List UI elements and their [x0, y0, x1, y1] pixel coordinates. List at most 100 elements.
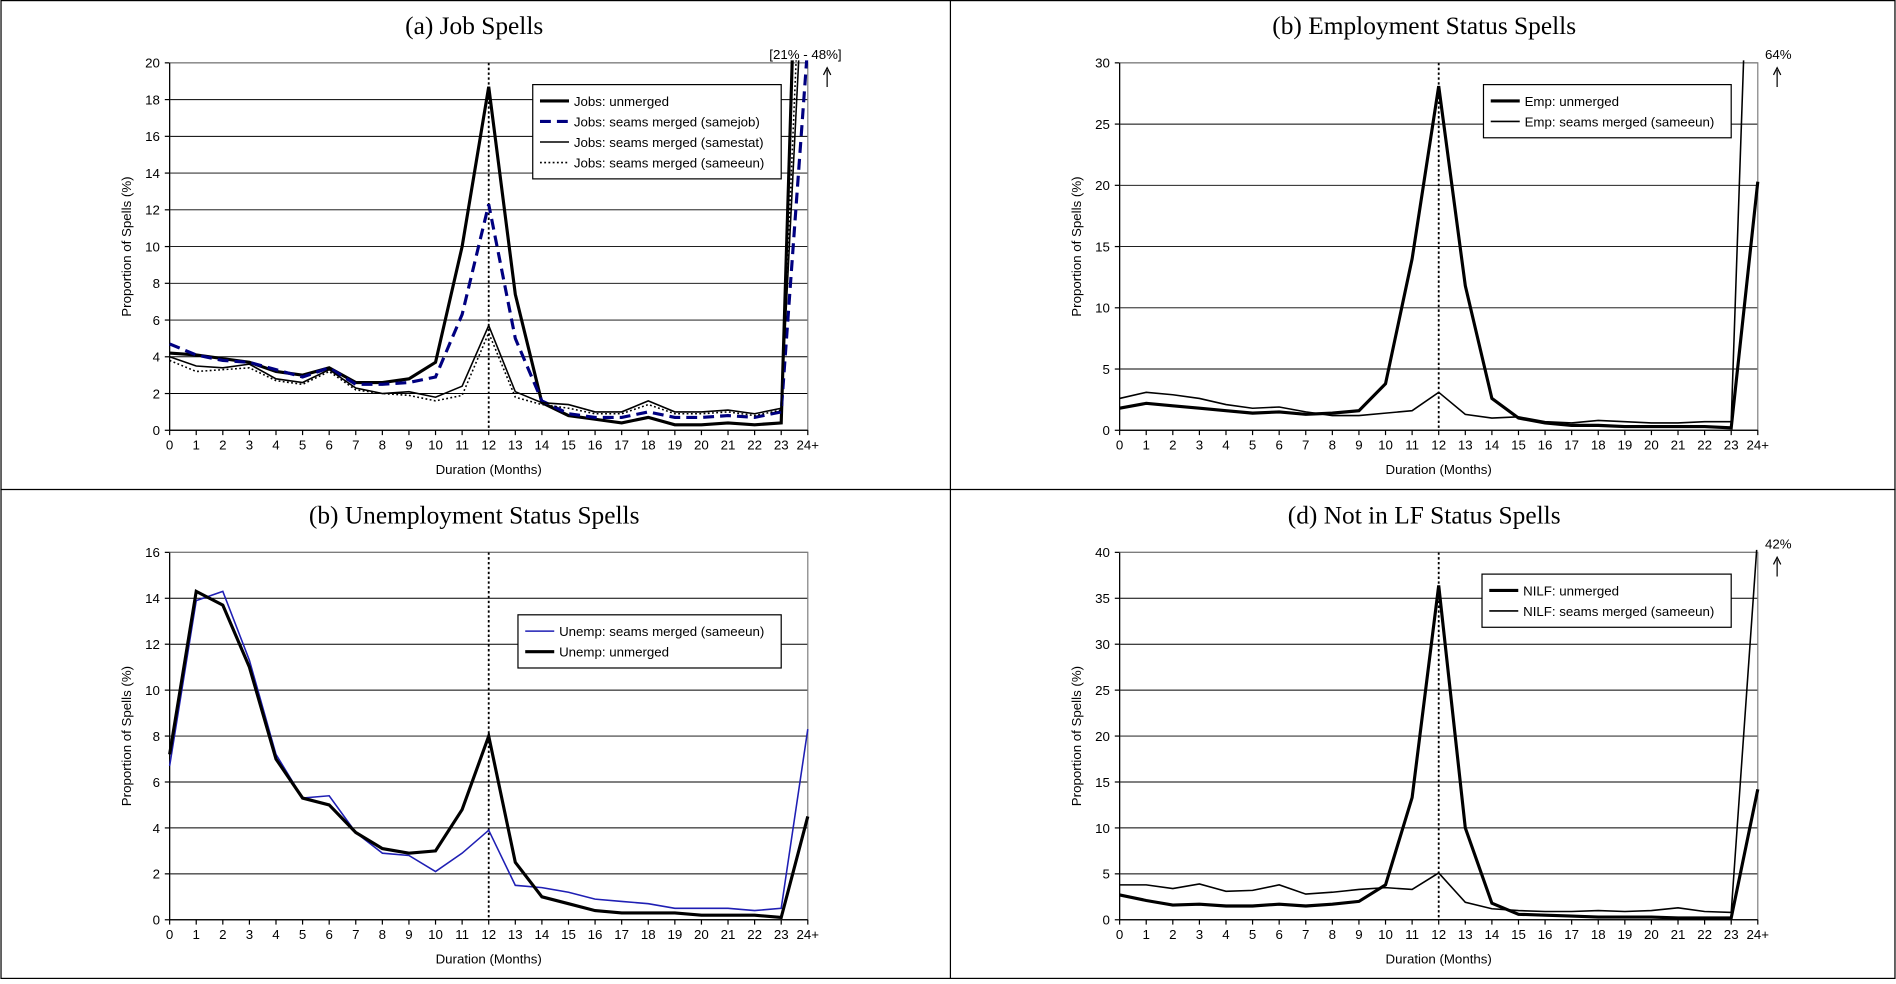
x-tick-label: 4	[1222, 927, 1229, 942]
x-tick-label: 5	[1249, 438, 1256, 453]
x-tick-label: 3	[1196, 438, 1203, 453]
legend-label: Jobs: seams merged (samejob)	[574, 114, 760, 129]
y-tick-label: 18	[145, 92, 160, 107]
x-tick-label: 14	[535, 438, 550, 453]
x-tick-label: 23	[1724, 438, 1739, 453]
x-tick-label: 8	[379, 927, 386, 942]
y-axis-label: Proportion of Spells (%)	[119, 666, 134, 806]
chart-panel: (d) Not in LF Status Spells Duration (Mon…	[1069, 501, 1792, 966]
x-tick-label: 17	[614, 927, 629, 942]
x-tick-label: 24+	[1747, 927, 1770, 942]
y-tick-label: 4	[153, 350, 160, 365]
y-tick-label: 20	[145, 56, 160, 71]
legend-box	[1482, 84, 1732, 139]
y-tick-label: 5	[1103, 362, 1110, 377]
y-tick-label: 14	[145, 166, 160, 181]
y-tick-label: 0	[1103, 423, 1110, 438]
x-tick-label: 8	[1329, 927, 1336, 942]
x-tick-label: 15	[561, 927, 576, 942]
x-tick-label: 7	[1302, 438, 1309, 453]
x-tick-label: 21	[721, 927, 736, 942]
x-tick-label: 8	[1329, 438, 1336, 453]
series-line	[169, 60, 797, 417]
y-tick-label: 30	[1095, 637, 1110, 652]
x-tick-label: 1	[1143, 927, 1150, 942]
x-tick-label: 13	[508, 927, 523, 942]
x-tick-label: 4	[1222, 438, 1229, 453]
x-tick-label: 17	[1564, 438, 1579, 453]
x-tick-label: 0	[1116, 438, 1123, 453]
annotation-arrowhead	[1772, 66, 1782, 76]
x-tick-label: 15	[561, 438, 576, 453]
y-tick-label: 6	[153, 313, 160, 328]
x-tick-label: 24+	[797, 927, 820, 942]
x-tick-label: 3	[246, 438, 253, 453]
x-tick-label: 20	[694, 438, 709, 453]
x-tick-label: 15	[1511, 927, 1526, 942]
y-tick-label: 20	[1095, 178, 1110, 193]
chart-title: (b) Unemployment Status Spells	[309, 501, 640, 529]
x-tick-label: 0	[166, 438, 173, 453]
x-tick-label: 2	[219, 438, 226, 453]
x-tick-label: 4	[272, 927, 279, 942]
x-tick-label: 7	[1302, 927, 1309, 942]
x-tick-label: 10	[428, 927, 443, 942]
series-line	[1119, 60, 1745, 424]
x-tick-label: 13	[1458, 438, 1473, 453]
x-tick-label: 12	[481, 927, 496, 942]
series-line	[169, 60, 809, 419]
x-tick-label: 22	[1697, 927, 1712, 942]
x-tick-label: 19	[1617, 438, 1632, 453]
x-axis-label: Duration (Months)	[436, 462, 542, 477]
y-axis-label: Proportion of Spells (%)	[1069, 666, 1084, 806]
x-tick-label: 2	[219, 927, 226, 942]
x-tick-label: 17	[614, 438, 629, 453]
x-tick-label: 18	[1591, 927, 1606, 942]
x-tick-label: 1	[193, 438, 200, 453]
x-tick-label: 3	[246, 927, 253, 942]
x-tick-label: 21	[721, 438, 736, 453]
x-tick-label: 7	[352, 438, 359, 453]
chart-panel: (b) Employment Status Spells Duration (Mo…	[1069, 12, 1792, 477]
annotation-arrowhead	[1772, 555, 1782, 565]
y-tick-label: 35	[1095, 591, 1110, 606]
y-tick-label: 25	[1095, 117, 1110, 132]
legend-box	[517, 614, 782, 669]
x-tick-label: 7	[352, 927, 359, 942]
chart-title: (b) Employment Status Spells	[1272, 12, 1576, 40]
y-tick-label: 5	[1103, 867, 1110, 882]
series-line	[1119, 585, 1760, 920]
series-line	[168, 588, 810, 920]
y-tick-label: 20	[1095, 729, 1110, 744]
annotation: [21% - 48%]	[769, 47, 841, 62]
y-tick-label: 12	[145, 637, 160, 652]
series-line	[1119, 85, 1760, 430]
y-tick-label: 16	[145, 129, 160, 144]
x-tick-label: 14	[1484, 927, 1499, 942]
x-tick-label: 5	[299, 927, 306, 942]
x-tick-label: 16	[1538, 927, 1553, 942]
x-tick-label: 15	[1511, 438, 1526, 453]
x-tick-label: 16	[1538, 438, 1553, 453]
legend: Unemp: seams merged (sameeun) Unemp: unme…	[517, 614, 782, 669]
x-tick-label: 19	[667, 438, 682, 453]
x-axis-label: Duration (Months)	[436, 951, 542, 966]
x-tick-label: 20	[1644, 438, 1659, 453]
legend-label: Emp: seams merged (sameeun)	[1525, 114, 1715, 129]
y-tick-label: 4	[153, 821, 160, 836]
x-tick-label: 6	[1275, 927, 1282, 942]
x-tick-label: 9	[1355, 927, 1362, 942]
x-tick-label: 22	[747, 438, 762, 453]
x-tick-label: 9	[405, 927, 412, 942]
legend-label: Unemp: unmerged	[559, 645, 669, 660]
x-tick-label: 5	[299, 438, 306, 453]
legend: Jobs: unmerged Jobs: seams merged (samejo…	[532, 84, 782, 180]
x-tick-label: 5	[1249, 927, 1256, 942]
y-tick-label: 14	[145, 591, 160, 606]
x-tick-label: 13	[1458, 927, 1473, 942]
x-tick-label: 0	[166, 927, 173, 942]
legend-label: NILF: unmerged	[1523, 583, 1619, 598]
y-tick-label: 10	[1095, 301, 1110, 316]
x-tick-label: 14	[1484, 438, 1499, 453]
